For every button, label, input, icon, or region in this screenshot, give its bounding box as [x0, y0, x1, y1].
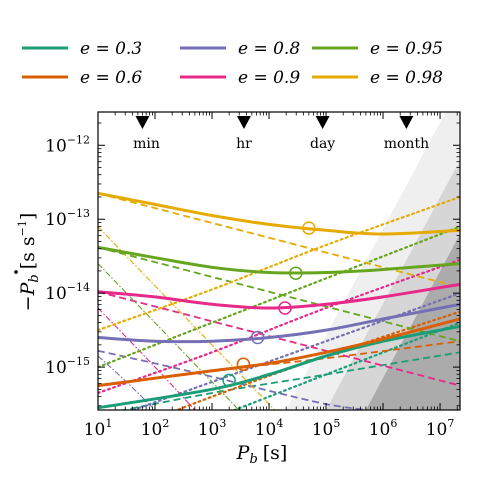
- series-5-dashdot-line: [98, 263, 240, 410]
- x-tick-label-6: 106: [369, 417, 398, 440]
- series-1-marker: [222, 373, 236, 388]
- legend-label-6: e = 0.98: [370, 68, 443, 88]
- y-tick-label-1: 10−15: [45, 355, 90, 378]
- series-4-dashdot-line: [98, 307, 196, 410]
- series-2-total-line: [98, 317, 460, 388]
- series-1-total-line: [98, 324, 460, 410]
- legend: e = 0.3 e = 0.6 e = 0.8 e = 0.9 e = 0.95 e = …: [22, 39, 443, 88]
- x-tick-label-3: 103: [198, 417, 227, 440]
- series-6-dotted-line: [98, 195, 460, 332]
- legend-label-2: e = 0.6: [80, 68, 142, 88]
- time-marker-hr-triangle: [236, 116, 251, 129]
- series-4-total-line: [98, 282, 460, 310]
- series-2-marker: [236, 357, 251, 371]
- plot-frame: [97, 111, 461, 411]
- series-1-dotted-line: [231, 321, 460, 410]
- ylabel-dot-mark: [14, 270, 18, 274]
- series-5-marker: [289, 266, 303, 280]
- time-marker-day-triangle: [315, 116, 330, 129]
- series-5-dashed-line: [98, 246, 460, 343]
- x-tick-label-7: 107: [426, 417, 455, 440]
- series-lines: [98, 191, 460, 410]
- series-6-dashed-line: [98, 192, 460, 289]
- time-marker-hr-label: hr: [236, 136, 252, 152]
- x-tick-label-1: 101: [84, 417, 113, 440]
- legend-label-1: e = 0.3: [80, 39, 142, 59]
- x-axis-label: Pb [s]: [236, 442, 288, 467]
- series-4-marker: [278, 301, 292, 315]
- series-3-marker: [250, 330, 265, 345]
- x-tick-label-2: 102: [141, 417, 170, 440]
- time-marker-min-label: min: [133, 136, 160, 152]
- legend-label-3: e = 0.8: [238, 39, 300, 59]
- circle-markers: [222, 221, 316, 388]
- x-tick-label-4: 104: [255, 417, 284, 440]
- series-6-marker: [302, 221, 316, 235]
- time-marker-min-triangle: [135, 116, 150, 129]
- series-4-dotted-line: [98, 258, 460, 395]
- y-tick-label-2: 10−14: [45, 281, 90, 304]
- series-5-total-line: [98, 245, 460, 275]
- time-marker-day-label: day: [310, 136, 335, 152]
- y-tick-label-4: 10−12: [45, 133, 90, 156]
- series-6-total-line: [98, 191, 460, 236]
- x-tick-label-5: 105: [312, 417, 341, 440]
- axis-ticks: 101 102 103 104 105 106 107 10−15 10−14 10−13 10−1…: [45, 112, 460, 440]
- time-markers: min hr day month: [133, 116, 429, 152]
- series-5-dotted-line: [98, 225, 460, 369]
- y-tick-label-3: 10−13: [45, 207, 90, 230]
- time-marker-month-label: month: [384, 136, 429, 152]
- shaded-regions: [286, 112, 460, 410]
- series-3-total-line: [98, 302, 460, 344]
- legend-label-4: e = 0.9: [238, 68, 300, 88]
- series-1-dashed-line: [119, 351, 460, 410]
- shaded-region-3: [365, 234, 460, 410]
- y-axis-label: −Pb[s s−1]: [16, 213, 42, 312]
- legend-label-5: e = 0.95: [370, 39, 443, 59]
- time-marker-month-triangle: [399, 116, 414, 129]
